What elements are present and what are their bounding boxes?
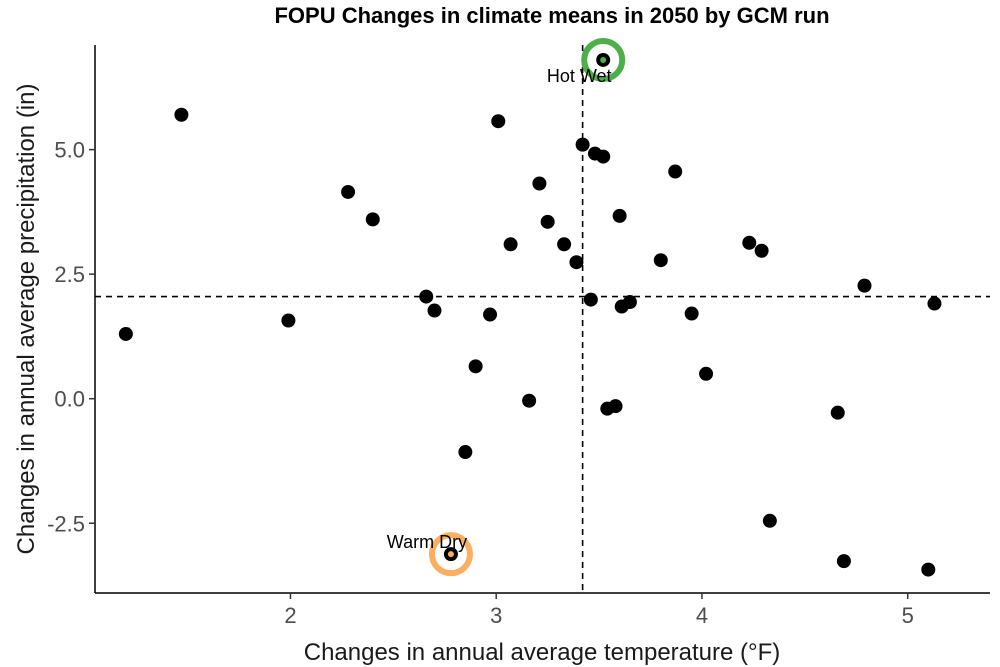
- data-point: [921, 562, 936, 577]
- y-axis-label: Changes in annual average precipitation …: [13, 84, 40, 555]
- y-tick-label: 5.0: [54, 138, 85, 163]
- data-point: [419, 289, 434, 304]
- data-point: [468, 359, 483, 374]
- data-point: [622, 295, 637, 310]
- data-point: [491, 114, 506, 129]
- data-point: [522, 393, 537, 408]
- data-points: [118, 52, 942, 577]
- data-point: [836, 554, 851, 569]
- data-point: [830, 405, 845, 420]
- data-point: [742, 235, 757, 250]
- data-point: [365, 212, 380, 227]
- y-tick-label: 0.0: [54, 387, 85, 412]
- highlight-ring: [428, 532, 473, 577]
- data-point: [653, 253, 668, 268]
- y-tick-label: 2.5: [54, 262, 85, 287]
- data-point: [857, 278, 872, 293]
- highlight-center: [447, 551, 454, 558]
- data-point: [483, 307, 498, 322]
- data-point: [608, 399, 623, 414]
- reference-lines: [95, 45, 990, 593]
- y-tick-label: -2.5: [47, 511, 85, 536]
- axes: 2 3 4 5 -2.5 0.0 2.5 5.0: [47, 45, 990, 628]
- data-point: [532, 176, 547, 191]
- highlight-label: Hot Wet: [547, 66, 612, 86]
- data-point: [668, 164, 683, 179]
- data-point: [557, 237, 572, 252]
- data-point: [569, 255, 584, 270]
- data-point: [754, 243, 769, 258]
- x-axis-label: Changes in annual average temperature (°…: [304, 639, 781, 666]
- data-point: [612, 208, 627, 223]
- data-point: [458, 445, 473, 460]
- data-point: [118, 326, 133, 341]
- highlight-markers: Hot Wet Warm Dry: [387, 37, 626, 577]
- data-point: [503, 237, 518, 252]
- data-point: [684, 306, 699, 321]
- data-point: [583, 292, 598, 307]
- x-tick-label: 2: [284, 603, 296, 628]
- data-point: [596, 149, 611, 164]
- data-point: [699, 366, 714, 381]
- x-tick-label: 3: [490, 603, 502, 628]
- data-point: [281, 313, 296, 328]
- highlight-center: [600, 56, 607, 63]
- data-point: [575, 137, 590, 152]
- data-point: [540, 214, 555, 229]
- data-point: [174, 107, 189, 122]
- data-point: [927, 296, 942, 311]
- x-tick-label: 5: [902, 603, 914, 628]
- data-point: [762, 513, 777, 528]
- chart-title: FOPU Changes in climate means in 2050 by…: [274, 3, 829, 28]
- data-point: [427, 303, 442, 318]
- data-point: [341, 184, 356, 199]
- highlight-label: Warm Dry: [387, 532, 467, 552]
- highlight-ring: [581, 37, 626, 82]
- x-tick-label: 4: [696, 603, 708, 628]
